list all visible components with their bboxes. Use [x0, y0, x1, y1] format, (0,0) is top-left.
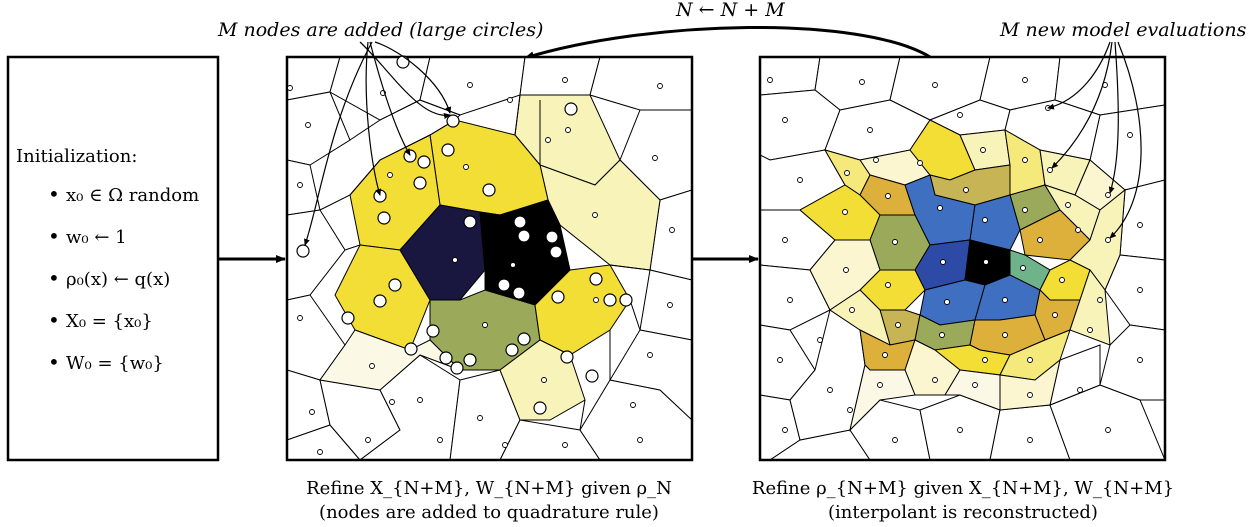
init-bullet: • [48, 182, 60, 206]
caption-quadrature-line1: Refine X_{N+M}, W_{N+M} given ρ_N [306, 478, 672, 499]
cell-cream-s4 [849, 364, 916, 432]
cell-pale-sw [829, 289, 891, 346]
init-bullet: • [48, 350, 60, 374]
init-item-W0: W₀ = {w₀} [66, 353, 164, 374]
cell-blue-ne [969, 194, 1021, 251]
feedback-arrow [524, 25, 931, 60]
annotation-model-evaluations: M new model evaluations [999, 19, 1247, 41]
init-list: • x₀ ∈ Ω random • w₀ ← 1 • ρ₀(x) ← q(x) … [48, 182, 199, 374]
init-item-rho0: ρ₀(x) ← q(x) [66, 269, 170, 290]
quadrature-voronoi-panel [285, 41, 694, 462]
init-bullet: • [48, 266, 60, 290]
interpolant-voronoi-panel [758, 41, 1167, 462]
cell-pale-s3 [999, 358, 1061, 411]
cell-cream-s5 [944, 369, 1001, 411]
init-item-x0: x₀ ∈ Ω random [66, 185, 199, 206]
added-node-markers [296, 55, 633, 415]
init-bullet: • [48, 224, 60, 248]
initialization-box [6, 55, 220, 462]
caption-quadrature-line2: (nodes are added to quadrature rule) [319, 502, 659, 523]
annotation-nodes-added: M nodes are added (large circles) [217, 19, 543, 41]
caption-interpolant-line1: Refine ρ_{N+M} given X_{N+M}, W_{N+M} [752, 478, 1174, 499]
init-bullet: • [48, 308, 60, 332]
cell-pale-e3 [1069, 268, 1111, 346]
init-title: Initialization: [16, 146, 137, 167]
init-item-X0: X₀ = {x₀} [66, 311, 153, 332]
annotation-n-update: N ← N + M [675, 0, 785, 21]
caption-interpolant-line2: (interpolant is reconstructed) [828, 502, 1098, 523]
init-item-w0: w₀ ← 1 [66, 227, 127, 248]
